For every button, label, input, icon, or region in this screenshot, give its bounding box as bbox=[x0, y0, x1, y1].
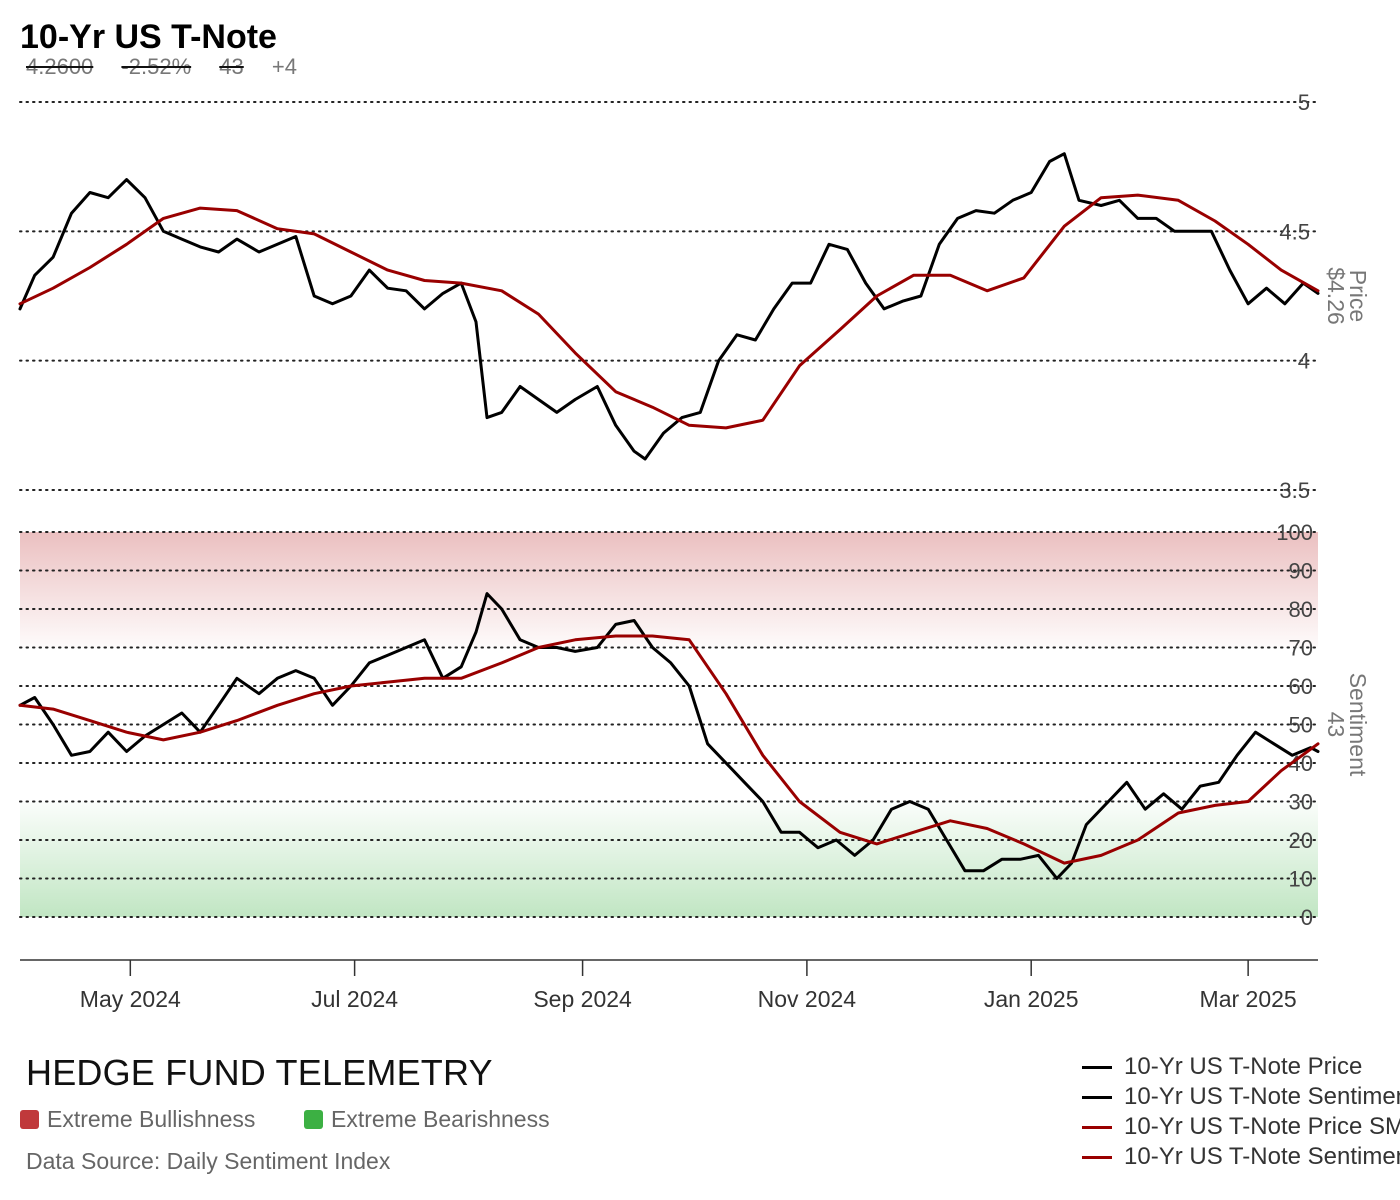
legend-line-icon bbox=[1082, 1155, 1112, 1159]
key-extreme-bearishness: Extreme Bearishness bbox=[304, 1106, 550, 1133]
y-tick-label: 20 bbox=[1289, 828, 1313, 853]
price-last-value: $4.26 bbox=[1323, 267, 1349, 325]
y-tick-label: 70 bbox=[1289, 636, 1313, 661]
price-sma-line bbox=[18, 193, 1320, 430]
extreme-bullishness-zone bbox=[20, 532, 1318, 648]
data-source: Data Source: Daily Sentiment Index bbox=[26, 1148, 391, 1174]
legend-item-sentiment[interactable]: 10-Yr US T-Note Sentiment bbox=[1082, 1082, 1400, 1112]
y-tick-label: 90 bbox=[1289, 559, 1313, 584]
key-bull-label: Extreme Bullishness bbox=[47, 1106, 256, 1132]
legend: 10-Yr US T-Note Price 10-Yr US T-Note Se… bbox=[1082, 1052, 1400, 1172]
y-tick-label: 60 bbox=[1289, 674, 1313, 699]
y-tick-label: 100 bbox=[1276, 520, 1313, 545]
stats-row: 4.2600 -2.52% 43 +4 bbox=[26, 54, 319, 80]
legend-item-price-sma[interactable]: 10-Yr US T-Note Price SMA bbox=[1082, 1112, 1400, 1142]
stat-change-pct: -2.52% bbox=[121, 54, 192, 79]
y-tick-label: 4 bbox=[1298, 349, 1310, 374]
x-tick-label: Jan 2025 bbox=[984, 986, 1079, 1012]
legend-label: 10-Yr US T-Note Price SMA bbox=[1124, 1113, 1400, 1140]
y-tick-label: 10 bbox=[1289, 867, 1313, 892]
y-tick-label: 0 bbox=[1301, 905, 1313, 930]
sentiment-axis-label: Sentiment bbox=[1345, 673, 1371, 777]
y-tick-label: 30 bbox=[1289, 790, 1313, 815]
chart-canvas: 3.544.55Price$4.260102030405060708090100… bbox=[18, 90, 1371, 1012]
legend-item-sentiment-sma[interactable]: 10-Yr US T-Note Sentiment SMA bbox=[1082, 1142, 1400, 1172]
x-tick-label: Jul 2024 bbox=[311, 986, 398, 1012]
y-tick-label: 3.5 bbox=[1279, 478, 1310, 503]
x-tick-label: Sep 2024 bbox=[533, 986, 632, 1012]
bear-swatch bbox=[304, 1110, 323, 1129]
sentiment-line bbox=[18, 592, 1320, 880]
legend-line-icon bbox=[1082, 1095, 1112, 1099]
stat-sentiment-change: +4 bbox=[271, 54, 297, 79]
sentiment-sma-line bbox=[18, 634, 1320, 865]
brand-name: HEDGE FUND TELEMETRY bbox=[26, 1052, 493, 1093]
extreme-bearishness-zone bbox=[20, 801, 1318, 917]
y-tick-label: 5 bbox=[1298, 90, 1310, 115]
y-tick-label: 80 bbox=[1289, 597, 1313, 622]
key-extreme-bullishness: Extreme Bullishness bbox=[20, 1106, 255, 1133]
legend-label: 10-Yr US T-Note Sentiment bbox=[1124, 1083, 1400, 1110]
chart-title: 10-Yr US T-Note bbox=[20, 18, 277, 56]
sentiment-last-value: 43 bbox=[1323, 712, 1349, 738]
x-tick-label: May 2024 bbox=[80, 986, 181, 1012]
bull-swatch bbox=[20, 1110, 39, 1129]
y-tick-label: 50 bbox=[1289, 713, 1313, 738]
price-axis-label-group: Price$4.26 bbox=[1323, 267, 1371, 325]
y-tick-label: 4.5 bbox=[1279, 219, 1310, 244]
x-tick-label: Nov 2024 bbox=[758, 986, 857, 1012]
price-axis-label: Price bbox=[1345, 270, 1371, 322]
legend-line-icon bbox=[1082, 1125, 1112, 1129]
key-bear-label: Extreme Bearishness bbox=[331, 1106, 550, 1132]
legend-label: 10-Yr US T-Note Sentiment SMA bbox=[1124, 1143, 1400, 1170]
price-line bbox=[18, 152, 1320, 461]
stat-sentiment: 43 bbox=[219, 54, 244, 79]
legend-line-icon bbox=[1082, 1065, 1112, 1069]
x-tick-label: Mar 2025 bbox=[1200, 986, 1297, 1012]
legend-label: 10-Yr US T-Note Price bbox=[1124, 1053, 1363, 1080]
stat-price: 4.2600 bbox=[26, 54, 94, 79]
legend-item-price[interactable]: 10-Yr US T-Note Price bbox=[1082, 1052, 1400, 1082]
